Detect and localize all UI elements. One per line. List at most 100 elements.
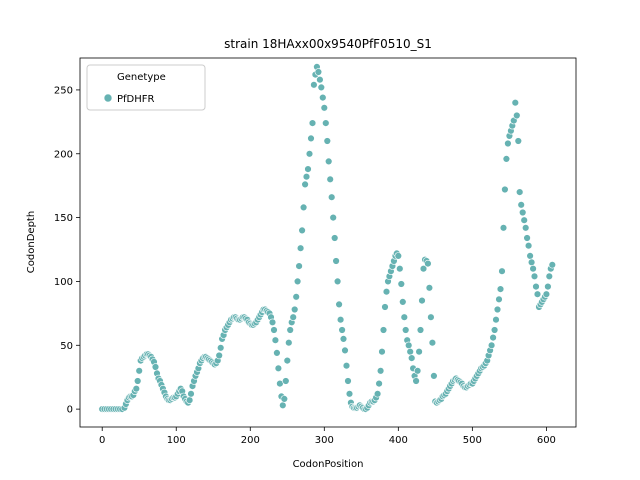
legend-box — [86, 64, 206, 111]
x-tick-label: 200 — [241, 435, 260, 446]
data-point-0-185 — [379, 326, 388, 334]
data-point-0-118 — [280, 395, 288, 403]
data-point-0-117 — [279, 401, 287, 409]
data-point-0-215 — [424, 259, 432, 268]
x-tick-label: 500 — [463, 435, 482, 446]
data-point-0-182 — [375, 379, 383, 388]
data-point-0-212 — [419, 265, 428, 273]
legend-marker-pfdhfr — [103, 93, 113, 103]
data-point-0-278 — [517, 201, 525, 209]
data-point-0-153 — [332, 257, 340, 265]
chart-title: strain 18HAxx00x9540PfF0510_S1 — [224, 37, 432, 51]
data-point-0-218 — [428, 339, 437, 347]
data-point-0-124 — [289, 313, 297, 321]
data-point-0-119 — [282, 377, 290, 385]
data-point-0-199 — [400, 313, 408, 321]
data-point-0-200 — [402, 326, 410, 334]
data-point-0-120 — [283, 356, 291, 365]
data-point-0-130 — [298, 226, 306, 235]
data-point-0-266 — [499, 224, 508, 232]
data-point-0-126 — [292, 293, 300, 301]
data-point-0-210 — [416, 326, 425, 334]
data-point-0-133 — [302, 173, 311, 181]
data-point-0-162 — [345, 390, 354, 398]
data-point-0-135 — [305, 150, 314, 158]
data-point-0-113 — [273, 349, 281, 357]
data-point-0-203 — [406, 348, 414, 356]
data-point-0-281 — [521, 224, 530, 232]
data-point-0-31 — [151, 363, 160, 371]
data-point-0-259 — [489, 333, 497, 342]
data-point-0-19 — [134, 377, 142, 385]
data-point-0-148 — [325, 157, 333, 166]
data-point-0-150 — [328, 193, 336, 201]
data-point-0-264 — [496, 285, 505, 293]
x-tick-label: 600 — [537, 435, 556, 446]
data-point-0-141 — [314, 68, 323, 76]
data-point-0-208 — [413, 367, 422, 375]
data-point-0-263 — [495, 295, 503, 303]
x-tick-label: 300 — [315, 435, 334, 446]
y-tick-label: 200 — [54, 149, 73, 160]
data-point-0-217 — [427, 313, 435, 321]
data-point-0-157 — [338, 326, 346, 334]
data-point-0-114 — [274, 364, 283, 372]
x-tick-label: 400 — [389, 435, 408, 446]
y-tick-label: 50 — [60, 341, 73, 352]
y-axis-ticks: 0 50 100 150 200 250 — [54, 85, 80, 416]
data-point-0-143 — [317, 83, 325, 92]
data-point-0-219 — [430, 372, 438, 380]
data-point-0-75 — [217, 344, 225, 352]
data-point-0-261 — [492, 316, 500, 324]
data-point-0-265 — [498, 267, 506, 275]
data-point-0-161 — [344, 377, 352, 385]
data-point-0-18 — [132, 385, 141, 393]
data-point-0-151 — [329, 213, 337, 222]
data-point-0-147 — [323, 137, 331, 145]
data-point-0-110 — [268, 318, 277, 326]
data-point-0-129 — [296, 244, 305, 252]
data-point-0-156 — [336, 316, 345, 324]
data-point-0-262 — [493, 305, 502, 314]
data-point-0-282 — [523, 234, 531, 242]
data-point-0-268 — [502, 155, 511, 163]
data-point-0-204 — [408, 354, 416, 362]
data-point-0-54 — [185, 396, 194, 404]
y-tick-label: 100 — [54, 277, 73, 288]
data-point-0-197 — [397, 280, 405, 288]
data-point-0-285 — [527, 258, 536, 266]
y-axis-label: CodonDepth — [26, 211, 37, 273]
data-point-0-74 — [215, 351, 223, 360]
data-point-0-187 — [382, 288, 391, 296]
data-point-0-283 — [524, 242, 533, 250]
data-point-0-144 — [319, 93, 327, 102]
data-point-0-295 — [542, 290, 551, 298]
data-point-0-127 — [293, 277, 302, 286]
data-point-0-299 — [548, 261, 556, 269]
data-point-0-111 — [270, 326, 278, 334]
x-tick-label: 100 — [167, 435, 186, 446]
data-point-0-122 — [286, 326, 294, 334]
data-point-0-149 — [326, 175, 334, 184]
data-point-0-209 — [415, 348, 423, 356]
data-point-0-202 — [405, 341, 413, 349]
data-point-0-280 — [520, 216, 528, 224]
data-point-0-154 — [333, 277, 342, 286]
data-point-0-297 — [545, 272, 553, 280]
y-tick-label: 150 — [54, 213, 73, 224]
data-point-0-160 — [342, 362, 351, 370]
data-point-0-207 — [412, 377, 420, 385]
data-point-0-277 — [515, 188, 524, 196]
data-point-0-155 — [335, 300, 343, 309]
data-point-0-287 — [530, 272, 539, 280]
legend-entry-pfdhfr: PfDHFR — [117, 94, 155, 105]
y-tick-label: 0 — [67, 405, 73, 416]
data-point-0-125 — [291, 305, 299, 314]
data-point-0-286 — [529, 265, 537, 273]
legend-title: Genetype — [117, 72, 166, 83]
x-axis-ticks: 0 100 200 300 400 500 600 — [99, 427, 556, 446]
x-tick-label: 0 — [99, 435, 105, 446]
data-point-0-146 — [322, 119, 330, 127]
data-point-0-260 — [490, 326, 499, 334]
